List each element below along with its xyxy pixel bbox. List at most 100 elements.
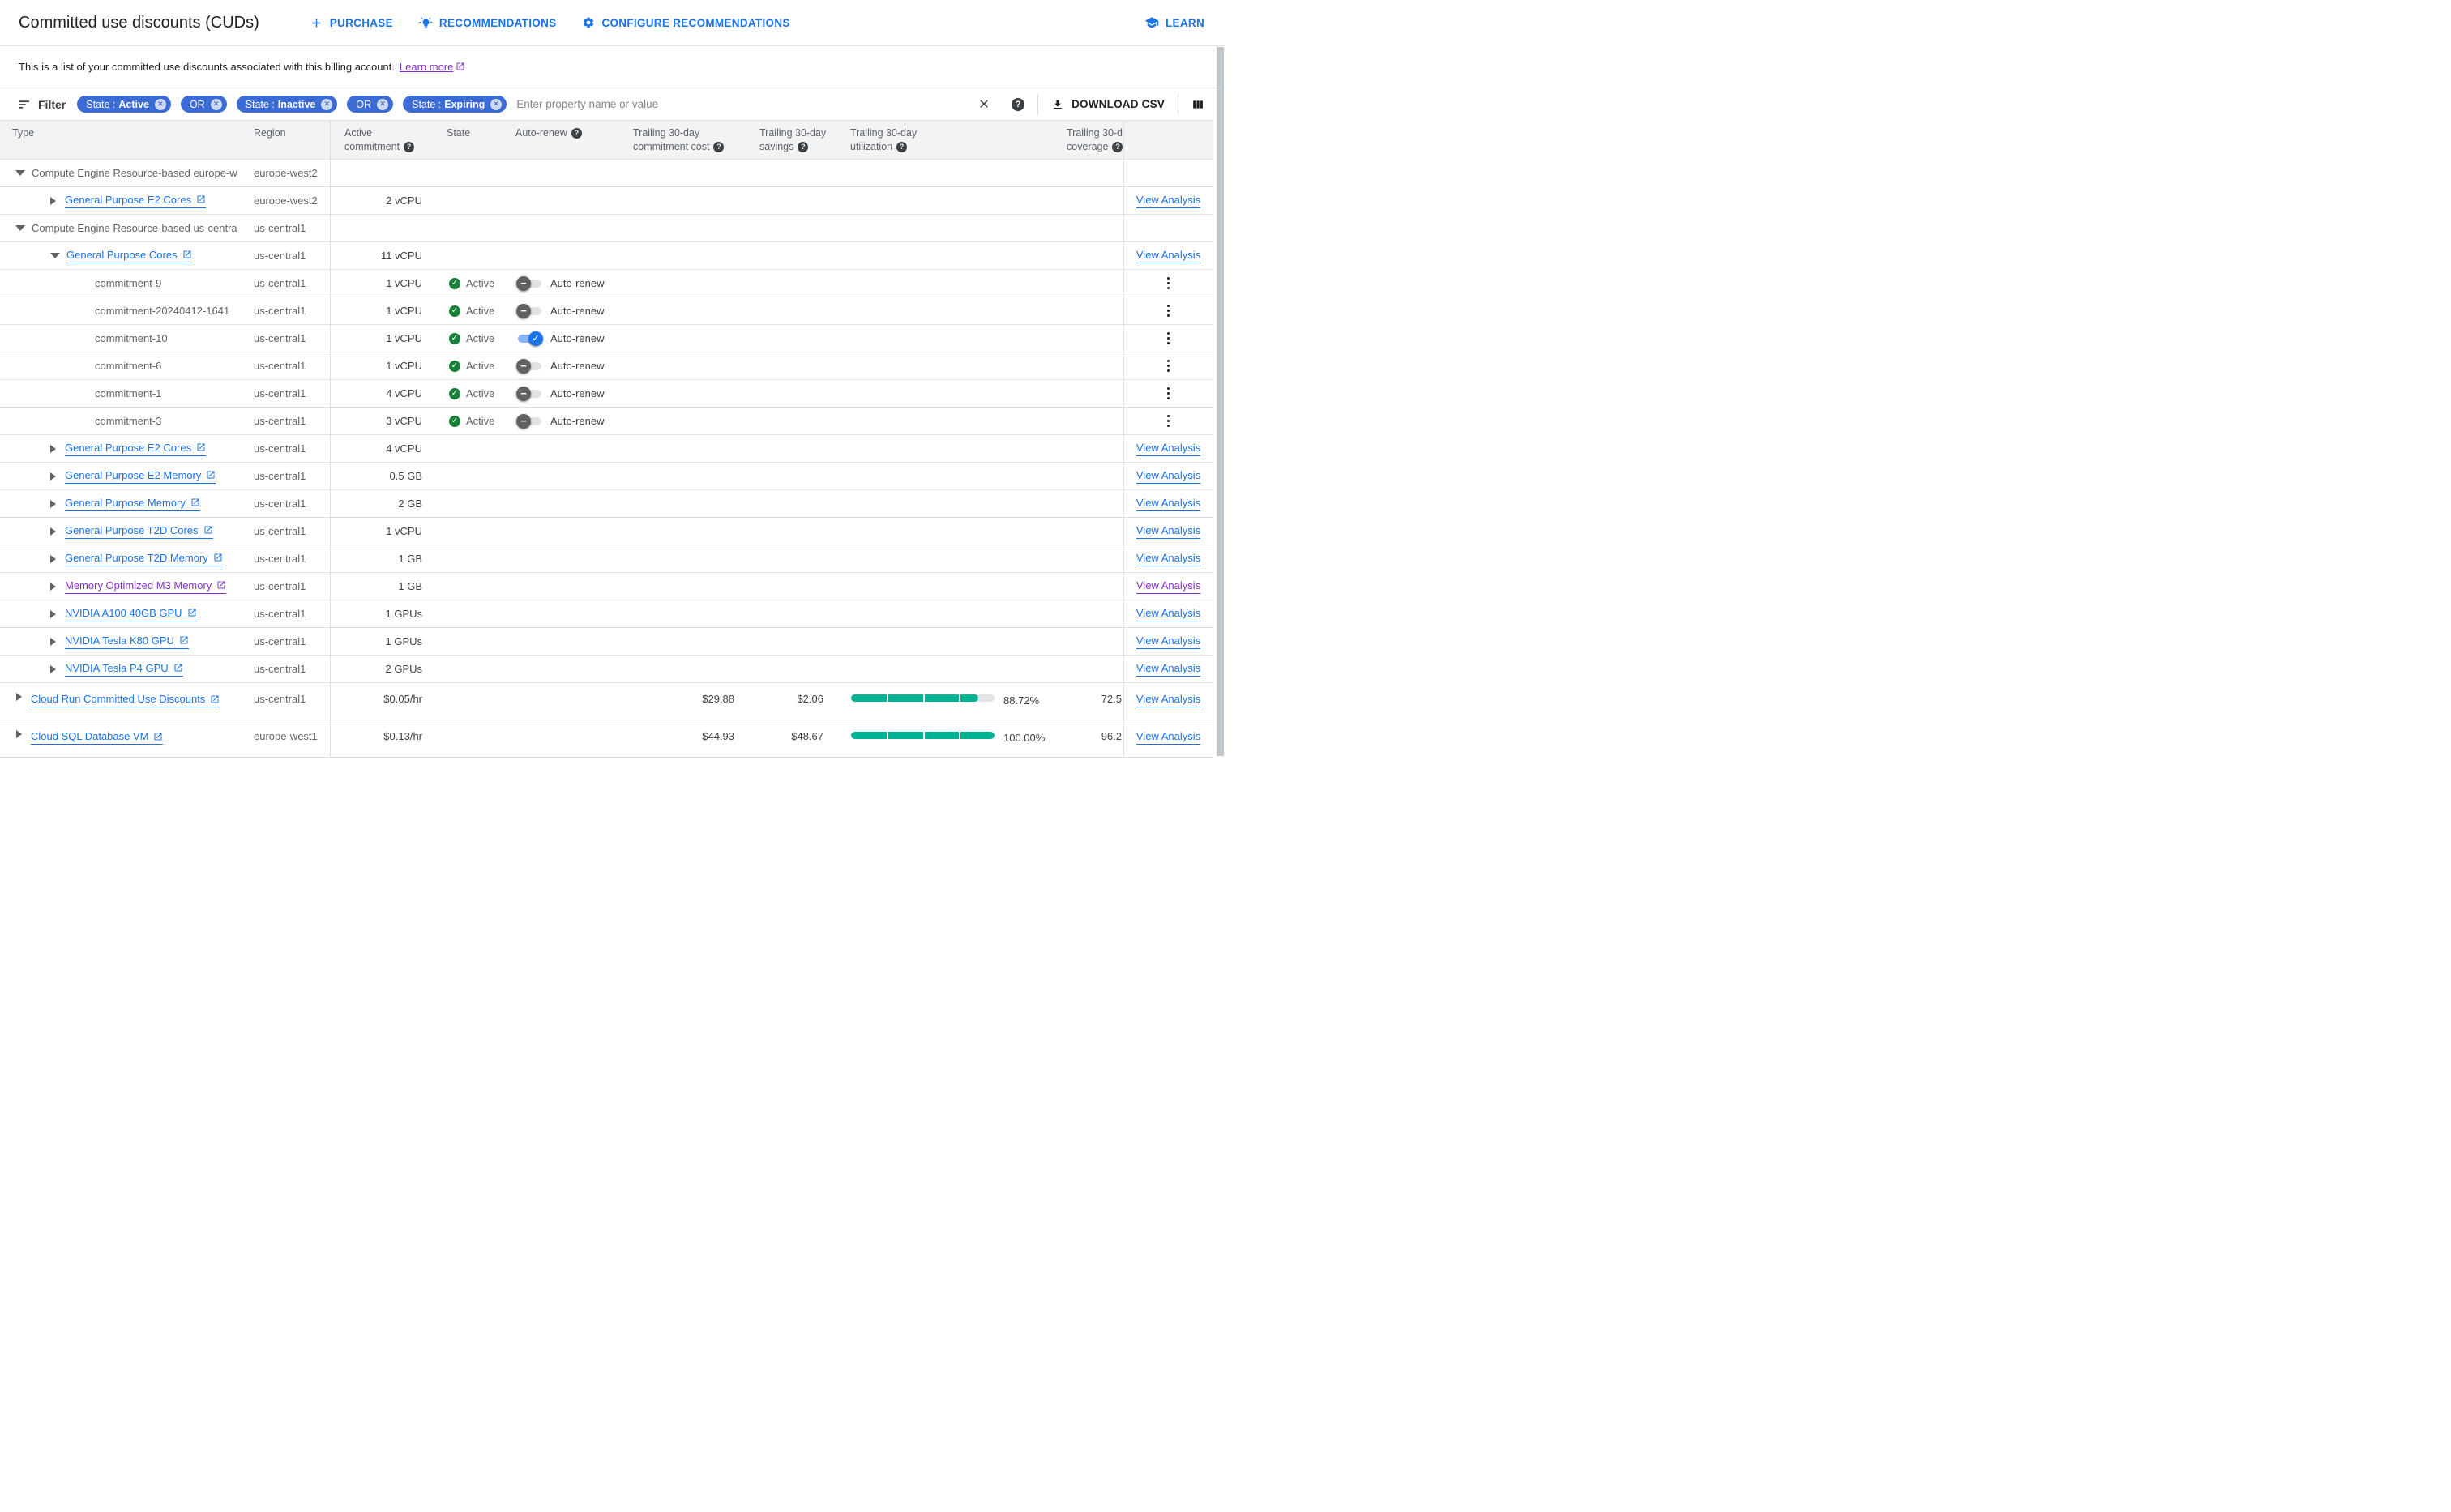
expand-arrow-icon[interactable] — [50, 444, 56, 453]
table-row: General Purpose Memory us-central1 2 GB Vie… — [0, 490, 1213, 518]
help-icon[interactable]: ? — [571, 128, 582, 139]
view-analysis-link[interactable]: View Analysis — [1136, 634, 1201, 649]
help-icon[interactable]: ? — [1112, 142, 1123, 152]
filter-label: Filter — [38, 97, 66, 111]
remove-filter-icon[interactable]: ✕ — [377, 98, 389, 110]
expand-arrow-icon[interactable] — [50, 554, 56, 563]
more-actions-icon[interactable] — [1164, 412, 1174, 431]
view-analysis-link[interactable]: View Analysis — [1136, 579, 1201, 594]
purchase-button[interactable]: PURCHASE — [310, 16, 393, 30]
help-icon[interactable]: ? — [798, 142, 809, 152]
learn-more-link[interactable]: Learn more — [400, 61, 465, 73]
type-link[interactable]: General Purpose Cores — [66, 249, 192, 263]
remove-filter-icon[interactable]: ✕ — [210, 98, 222, 110]
expand-arrow-icon[interactable] — [16, 693, 22, 701]
auto-renew-toggle[interactable]: − — [516, 303, 543, 318]
page-title: Committed use discounts (CUDs) — [19, 13, 259, 32]
view-analysis-link[interactable]: View Analysis — [1136, 524, 1201, 539]
type-link[interactable]: NVIDIA Tesla P4 GPU — [65, 662, 183, 677]
recommendations-button[interactable]: RECOMMENDATIONS — [419, 15, 557, 30]
view-analysis-link[interactable]: View Analysis — [1136, 469, 1201, 484]
active-state-icon: ✓ — [449, 415, 460, 427]
table-row: Cloud Run Committed Use Discounts us-cent… — [0, 683, 1213, 720]
auto-renew-toggle[interactable]: − — [516, 386, 543, 401]
type-link[interactable]: Memory Optimized M3 Memory — [65, 579, 227, 594]
more-actions-icon[interactable] — [1164, 329, 1174, 348]
view-analysis-link[interactable]: View Analysis — [1136, 730, 1201, 745]
remove-filter-icon[interactable]: ✕ — [321, 98, 333, 110]
lightbulb-icon — [419, 15, 433, 30]
table-row: General Purpose E2 Cores us-central1 4 vCP… — [0, 435, 1213, 463]
expand-arrow-icon[interactable] — [50, 582, 56, 591]
region-value: us-central1 — [254, 553, 306, 565]
auto-renew-toggle[interactable]: − — [516, 358, 543, 374]
external-link-icon — [196, 194, 206, 204]
region-value: us-central1 — [254, 222, 306, 234]
more-actions-icon[interactable] — [1164, 301, 1174, 321]
type-link[interactable]: Cloud SQL Database VM — [31, 730, 164, 745]
type-label: General Purpose E2 Memory — [65, 468, 202, 481]
help-icon[interactable]: ? — [404, 142, 415, 152]
expand-arrow-icon[interactable] — [50, 472, 56, 481]
download-csv-button[interactable]: DOWNLOAD CSV — [1051, 98, 1165, 111]
auto-renew-toggle[interactable]: − — [516, 275, 543, 291]
filter-input[interactable] — [516, 98, 967, 110]
auto-renew-toggle[interactable]: ✓ — [516, 331, 543, 346]
view-analysis-link[interactable]: View Analysis — [1136, 497, 1201, 511]
view-analysis-link[interactable]: View Analysis — [1136, 249, 1201, 263]
remove-filter-icon[interactable]: ✕ — [154, 98, 166, 110]
type-label: Cloud SQL Database VM — [31, 730, 149, 742]
type-link[interactable]: General Purpose E2 Cores — [65, 442, 207, 456]
type-link[interactable]: General Purpose T2D Cores — [65, 524, 213, 539]
expand-arrow-icon[interactable] — [16, 730, 22, 738]
type-link[interactable]: NVIDIA A100 40GB GPU — [65, 607, 197, 621]
type-link[interactable]: General Purpose T2D Memory — [65, 552, 223, 566]
type-label: commitment-3 — [95, 415, 162, 427]
help-icon[interactable]: ? — [896, 142, 908, 152]
type-link[interactable]: NVIDIA Tesla K80 GPU — [65, 634, 189, 649]
configure-recommendations-button[interactable]: CONFIGURE RECOMMENDATIONS — [582, 16, 789, 29]
view-analysis-link[interactable]: View Analysis — [1136, 442, 1201, 456]
commitment-value: 1 vCPU — [386, 360, 422, 372]
external-link-icon — [153, 732, 163, 741]
type-link[interactable]: General Purpose E2 Memory — [65, 469, 216, 484]
collapse-arrow-icon[interactable] — [15, 170, 25, 176]
collapse-arrow-icon[interactable] — [50, 253, 60, 258]
type-link[interactable]: General Purpose Memory — [65, 497, 200, 511]
more-actions-icon[interactable] — [1164, 274, 1174, 293]
view-analysis-link[interactable]: View Analysis — [1136, 662, 1201, 677]
remove-filter-icon[interactable]: ✕ — [490, 98, 503, 110]
expand-arrow-icon[interactable] — [50, 609, 56, 618]
more-actions-icon[interactable] — [1164, 384, 1174, 404]
view-analysis-link[interactable]: View Analysis — [1136, 607, 1201, 621]
help-icon[interactable]: ? — [713, 142, 725, 152]
filter-chip-or-2[interactable]: OR ✕ — [347, 96, 394, 113]
type-link[interactable]: General Purpose E2 Cores — [65, 194, 207, 208]
external-link-icon — [173, 663, 183, 673]
table-row: commitment-20240412-1641 us-central1 1 vCP… — [0, 297, 1213, 325]
clear-filters-icon[interactable]: ✕ — [978, 97, 990, 112]
filter-chip-state-expiring[interactable]: State : Expiring ✕ — [403, 96, 507, 113]
cud-table: Type Region Active commitment? State Aut… — [0, 120, 1213, 758]
view-analysis-link[interactable]: View Analysis — [1136, 693, 1201, 707]
expand-arrow-icon[interactable] — [50, 499, 56, 508]
vertical-scrollbar[interactable] — [1217, 47, 1224, 756]
expand-arrow-icon[interactable] — [50, 196, 56, 205]
expand-arrow-icon[interactable] — [50, 637, 56, 646]
collapse-arrow-icon[interactable] — [15, 225, 25, 231]
view-analysis-link[interactable]: View Analysis — [1136, 552, 1201, 566]
view-analysis-link[interactable]: View Analysis — [1136, 194, 1201, 208]
expand-arrow-icon[interactable] — [50, 527, 56, 536]
column-display-options-icon[interactable] — [1191, 98, 1204, 111]
type-link[interactable]: Cloud Run Committed Use Discounts — [31, 693, 220, 707]
filter-chip-state-inactive[interactable]: State : Inactive ✕ — [236, 96, 338, 113]
expand-arrow-icon[interactable] — [50, 664, 56, 673]
filter-chip-state-active[interactable]: State : Active ✕ — [77, 96, 171, 113]
learn-button[interactable]: LEARN — [1144, 15, 1204, 30]
filter-help-icon[interactable]: ? — [1012, 97, 1025, 111]
auto-renew-toggle[interactable]: − — [516, 413, 543, 429]
commitment-value: 1 GB — [398, 553, 422, 565]
utilization-bar — [851, 732, 995, 739]
filter-chip-or-1[interactable]: OR ✕ — [180, 96, 227, 113]
more-actions-icon[interactable] — [1164, 357, 1174, 376]
